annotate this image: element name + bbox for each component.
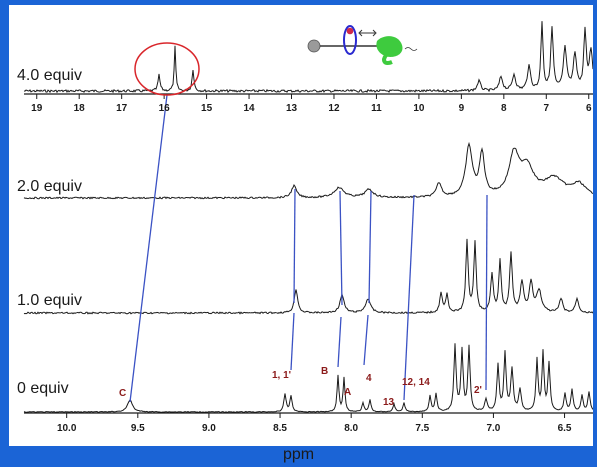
spectrum-trace-0	[23, 21, 593, 94]
correlation-line-1	[293, 188, 296, 304]
correlation-line-4	[337, 316, 342, 368]
correlation-line-6	[363, 314, 369, 366]
top-axis: 19 18 17 16 15 14 13 12 11 10 9 8 7 6	[24, 93, 593, 114]
bottom-tick-label-4: 8.0	[344, 423, 358, 434]
peak-label-1-1prime: 1, 1'	[272, 370, 291, 381]
spectrum-trace-1	[23, 141, 593, 200]
top-tick-label-8: 11	[371, 103, 382, 114]
top-tick-label-7: 12	[328, 103, 340, 114]
top-tick-label-12: 7	[544, 103, 550, 114]
bottom-tick-label-3: 8.5	[273, 423, 287, 434]
correlation-lines	[129, 94, 488, 403]
correlation-line-0	[129, 94, 168, 403]
peak-label-12-14: 12, 14	[402, 377, 430, 388]
correlation-line-5	[368, 190, 372, 304]
spectrum-trace-2	[23, 238, 593, 315]
top-tick-label-6: 13	[286, 103, 298, 114]
top-tick-label-9: 10	[413, 103, 425, 114]
trace-label-1eq: 1.0 equiv	[17, 292, 82, 309]
bottom-tick-label-2: 9.0	[202, 423, 216, 434]
trace-label-4eq: 4.0 equiv	[17, 67, 82, 84]
spectrum-trace-3	[23, 343, 593, 413]
peak-label-4: 4	[366, 373, 372, 384]
bottom-tick-label-7: 6.5	[558, 423, 572, 434]
peak-label-a: A	[344, 387, 351, 398]
top-tick-label-5: 14	[243, 103, 255, 114]
peak-label-b: B	[321, 366, 328, 377]
bottom-axis: 10.0 9.5 9.0 8.5 8.0 7.5 7.0 6.5	[24, 412, 593, 434]
correlation-line-7	[403, 194, 415, 401]
x-axis-title: ppm	[282, 446, 315, 463]
trace-label-0eq: 0 equiv	[17, 380, 69, 397]
correlation-line-3	[339, 190, 343, 306]
trace-label-2eq: 2.0 equiv	[17, 178, 82, 195]
top-tick-label-2: 17	[116, 103, 128, 114]
trace-group	[23, 21, 593, 413]
peak-label-c: C	[119, 388, 126, 399]
bottom-tick-label-5: 7.5	[415, 423, 429, 434]
top-tick-label-3: 16	[159, 103, 171, 114]
bottom-tick-label-1: 9.5	[131, 423, 145, 434]
nmr-stacked-spectra: 19 18 17 16 15 14 13 12 11 10 9 8 7 6 10.0 9.5 9.0 8.5 8.…	[17, 21, 593, 434]
highlight-circle	[134, 42, 200, 96]
top-tick-label-11: 8	[501, 103, 507, 114]
top-tick-label-4: 15	[201, 103, 213, 114]
peak-label-13: 13	[383, 397, 395, 408]
top-tick-label-10: 9	[459, 103, 465, 114]
top-tick-label-1: 18	[74, 103, 86, 114]
bottom-tick-label-6: 7.0	[486, 423, 500, 434]
correlation-line-8	[485, 194, 488, 391]
correlation-line-2	[290, 312, 295, 371]
bottom-tick-label-0: 10.0	[57, 423, 77, 434]
top-tick-label-13: 6	[586, 103, 592, 114]
rotaxane-cartoon-icon	[307, 25, 418, 65]
top-tick-label-0: 19	[31, 103, 43, 114]
spectrum-panel: 19 18 17 16 15 14 13 12 11 10 9 8 7 6 10.0 9.5 9.0 8.5 8.…	[9, 5, 593, 446]
peak-label-2prime: 2'	[474, 385, 482, 396]
